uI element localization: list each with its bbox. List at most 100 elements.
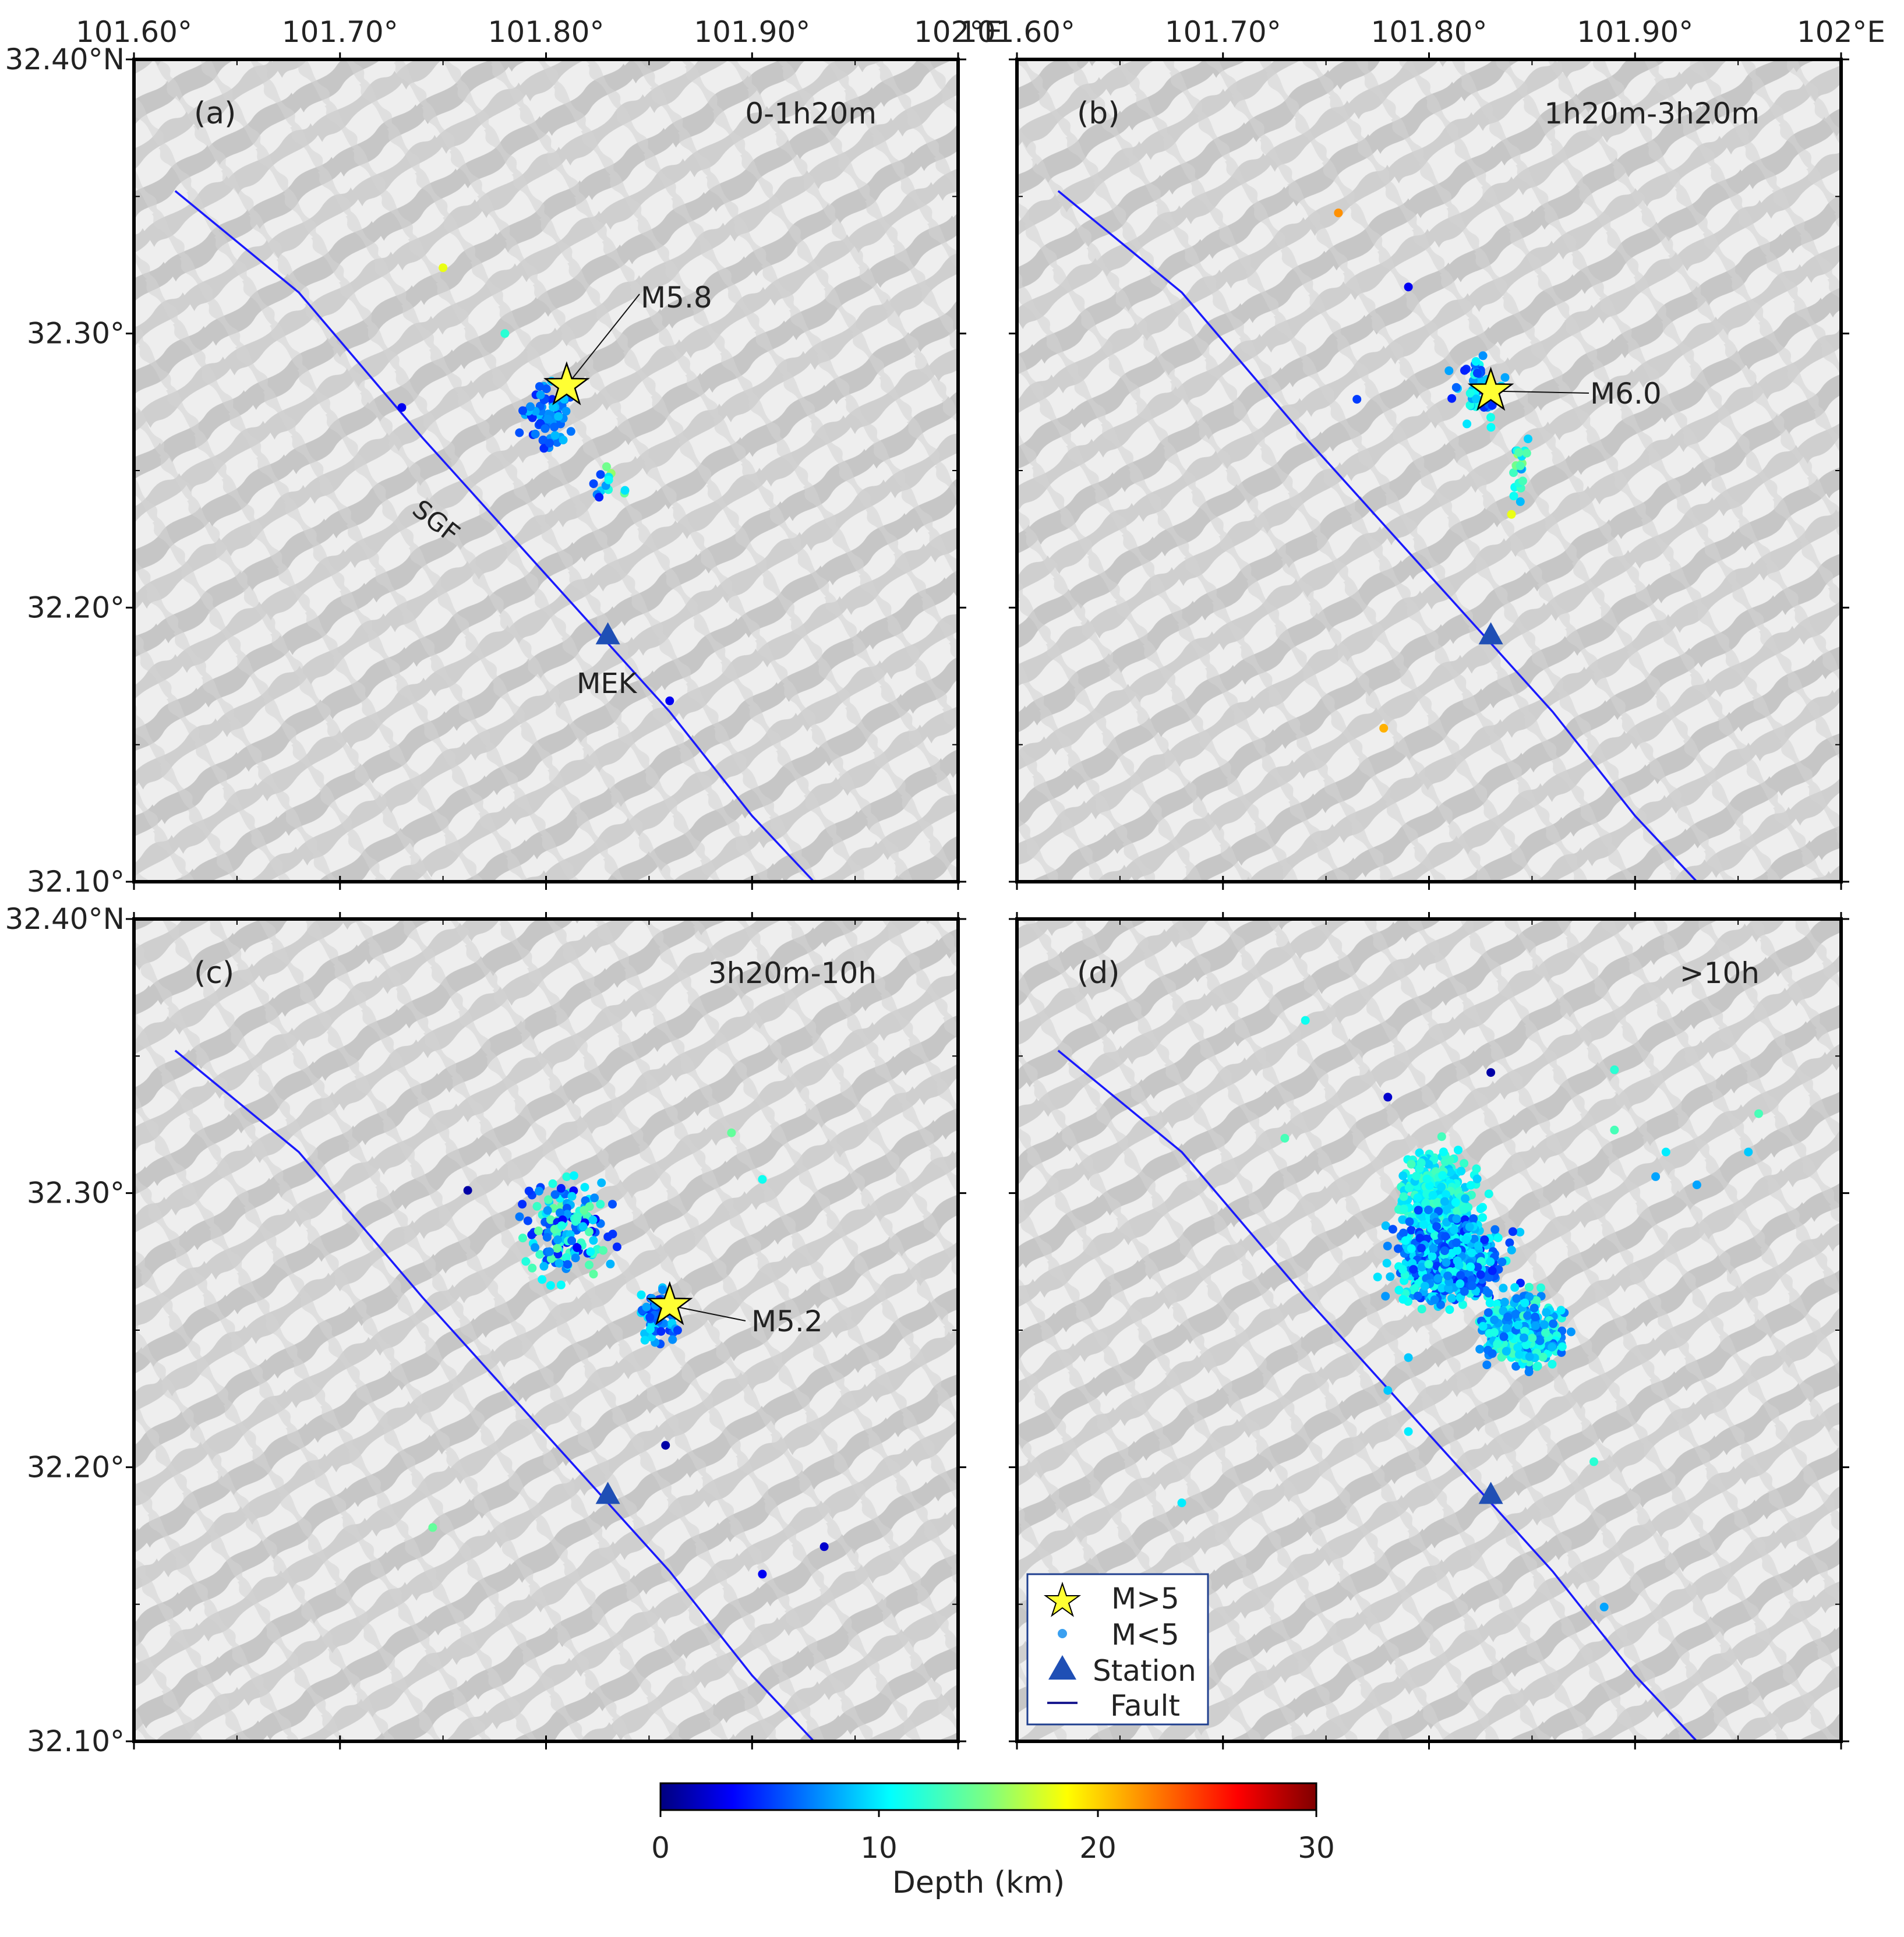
event-dot [1465, 388, 1475, 398]
event-dot [1469, 1235, 1479, 1243]
event-dot [1692, 1180, 1701, 1189]
lon-tick-label: 102°E [1797, 15, 1885, 49]
event-dot [528, 1263, 537, 1273]
event-dot [543, 415, 552, 424]
event-dot [596, 1200, 605, 1209]
event-dot [645, 1313, 655, 1322]
event-dot [1497, 1257, 1507, 1267]
event-dot [557, 1221, 566, 1231]
event-dot [1466, 1262, 1475, 1271]
event-dot [1404, 1183, 1414, 1193]
event-dot [646, 1324, 655, 1334]
event-dot [588, 1215, 598, 1225]
event-dot [585, 1260, 594, 1270]
event-dot [439, 263, 448, 273]
event-dot [562, 1172, 571, 1182]
event-dot [1301, 1016, 1310, 1025]
earthquake-events [1177, 1016, 1763, 1611]
event-dot [542, 384, 551, 394]
event-dot [1456, 1271, 1465, 1280]
event-dot [1394, 1244, 1403, 1253]
event-dot [589, 479, 598, 489]
event-dot [1460, 366, 1469, 375]
event-dot [640, 1335, 649, 1345]
event-dot [1485, 1273, 1494, 1282]
event-dot [1500, 1298, 1509, 1307]
event-dot [1399, 1228, 1408, 1238]
event-dot [1456, 1293, 1465, 1302]
lat-tick-label: 32.40°N [5, 902, 125, 936]
event-dot [1507, 510, 1516, 519]
event-dot [1438, 1171, 1447, 1180]
event-dot [1514, 448, 1524, 457]
fault-trace [1057, 1049, 1698, 1741]
event-dot [1398, 1171, 1408, 1180]
event-dot [1478, 1213, 1487, 1222]
event-dot [1373, 1273, 1382, 1282]
event-dot [1529, 1303, 1539, 1313]
event-dot [561, 407, 571, 416]
event-dot [1516, 1228, 1525, 1237]
event-dot [1502, 1346, 1511, 1356]
event-dot [1461, 1194, 1470, 1203]
event-dot [1610, 1065, 1619, 1074]
event-dot [1500, 373, 1510, 382]
earthquake-events [428, 1128, 829, 1579]
event-dot [1509, 468, 1518, 478]
event-dot [1493, 1233, 1503, 1242]
event-dot [550, 431, 560, 440]
lon-tick-label: 102°E [914, 15, 1002, 49]
time-window-label: 3h20m-10h [708, 956, 877, 990]
event-dot [527, 1230, 536, 1239]
event-dot [555, 1208, 564, 1217]
event-dot [1449, 1225, 1458, 1235]
event-dot [546, 1215, 555, 1224]
event-dot [1394, 1285, 1404, 1295]
event-dot [541, 424, 550, 433]
panel-label: (c) [194, 956, 234, 991]
lat-tick-label: 32.10° [27, 1724, 125, 1758]
event-dot [1511, 1310, 1520, 1319]
mainshock-star [646, 1281, 693, 1325]
event-dot [518, 406, 527, 415]
event-dot [602, 462, 611, 471]
event-dot [1516, 461, 1525, 471]
event-dot [1433, 1197, 1442, 1207]
colorbar-tick-30: 30 [1298, 1831, 1335, 1865]
event-dot [1525, 1292, 1534, 1302]
event-dot [1542, 1308, 1551, 1317]
lat-tick-label: 32.20° [27, 591, 125, 624]
event-dot [1514, 1350, 1524, 1359]
event-dot [1488, 1349, 1497, 1358]
event-dot [1548, 1360, 1557, 1369]
panel-label: (b) [1077, 96, 1120, 131]
event-dot [1478, 351, 1488, 360]
event-dot [1549, 1319, 1558, 1328]
event-dot [1511, 1362, 1521, 1371]
event-dot [1437, 1132, 1446, 1141]
event-dot [567, 1236, 577, 1245]
station-label: MEK [577, 667, 638, 700]
event-dot [1460, 1159, 1469, 1168]
event-dot [518, 1200, 527, 1209]
panel-label: (a) [194, 96, 236, 131]
event-dot [1531, 1312, 1540, 1321]
mainshock-label: M5.8 [641, 281, 712, 314]
event-dot [1516, 497, 1525, 506]
event-dot [1538, 1352, 1548, 1362]
event-dot [1490, 1328, 1499, 1337]
event-dot [549, 402, 558, 412]
event-dot [569, 1171, 578, 1180]
event-dot [534, 1226, 543, 1235]
station-triangle [595, 622, 620, 645]
lat-tick-label: 32.20° [27, 1450, 125, 1484]
event-dot [1522, 448, 1531, 458]
event-dot [1531, 1321, 1540, 1330]
dot-icon [1058, 1629, 1067, 1638]
event-dot [1428, 1252, 1437, 1261]
event-dot [597, 1178, 606, 1187]
event-dot [1442, 1258, 1451, 1267]
event-dot [758, 1175, 767, 1184]
event-dot [1461, 1235, 1471, 1245]
event-dot [1536, 1283, 1545, 1292]
